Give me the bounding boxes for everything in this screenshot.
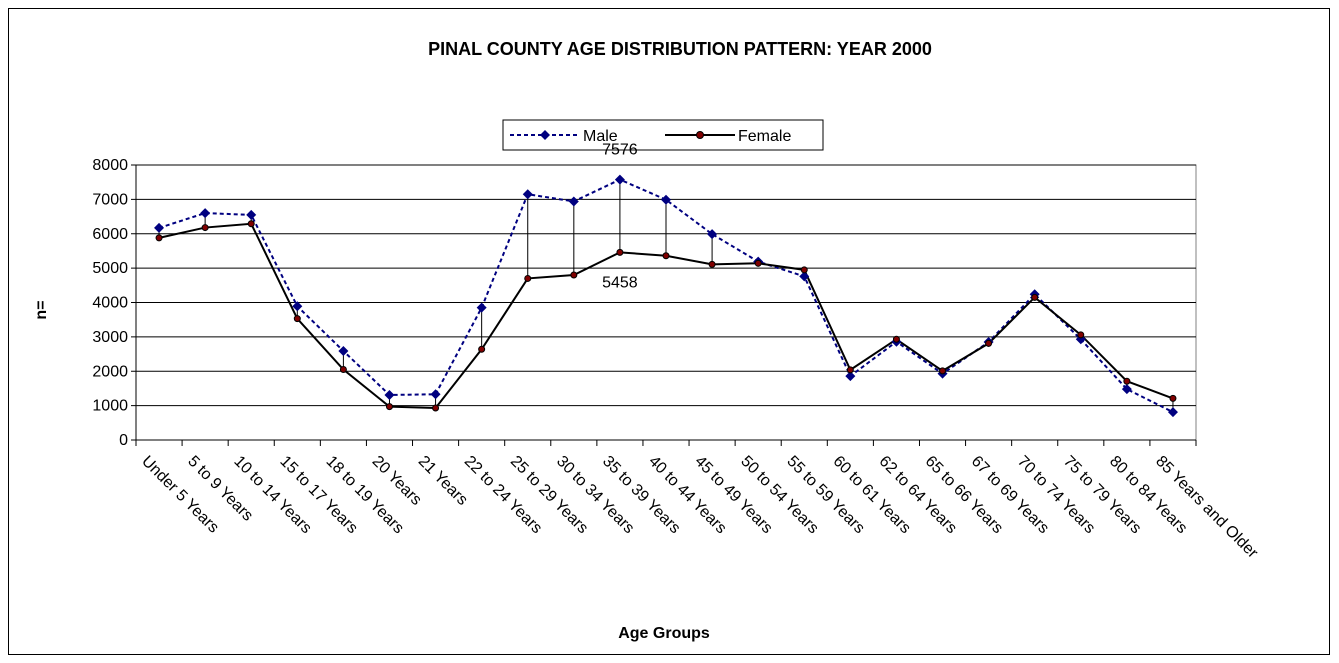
- female-data-point: [432, 404, 440, 412]
- male-series-line: [158, 178, 1174, 414]
- x-tick-label: 21 Years: [415, 453, 471, 509]
- y-tick-label: 8000: [92, 157, 128, 174]
- female-data-point: [1077, 331, 1085, 339]
- female-data-point: [339, 366, 347, 374]
- female-data-point: [155, 234, 163, 242]
- y-tick-label: 6000: [92, 226, 128, 243]
- male-data-point: [568, 196, 579, 207]
- male-data-point: [430, 389, 441, 400]
- male-data-point: [338, 345, 349, 356]
- y-tick-label: 5000: [92, 260, 128, 277]
- legend-female-marker: [696, 131, 704, 139]
- y-axis-title: n=: [33, 300, 50, 319]
- female-data-point: [800, 266, 808, 274]
- female-data-point: [939, 367, 947, 375]
- male-peak-label: 7576: [602, 142, 638, 159]
- chart-title: PINAL COUNTY AGE DISTRIBUTION PATTERN: Y…: [428, 39, 932, 59]
- female-data-point: [385, 403, 393, 411]
- legend-male-label: Male: [583, 128, 618, 145]
- female-data-point: [478, 345, 486, 353]
- male-data-point: [661, 194, 671, 205]
- female-data-point: [247, 220, 255, 228]
- female-data-point: [892, 335, 900, 343]
- male-data-point: [476, 302, 487, 313]
- female-data-point: [1169, 394, 1177, 402]
- y-tick-label: 3000: [92, 329, 128, 346]
- female-data-point: [1031, 293, 1039, 301]
- male-data-point: [1121, 384, 1132, 395]
- female-data-point: [616, 248, 624, 256]
- legend-female-label: Female: [738, 128, 791, 145]
- y-tick-label: 0: [119, 432, 128, 449]
- female-data-point: [201, 224, 209, 232]
- female-peak-label: 5458: [602, 274, 638, 291]
- y-tick-label: 7000: [92, 191, 128, 208]
- male-data-point: [522, 189, 533, 200]
- male-data-point: [614, 174, 625, 185]
- female-data-point: [985, 339, 993, 347]
- male-data-point: [799, 271, 810, 282]
- y-tick-label: 1000: [92, 398, 128, 415]
- female-data-point: [570, 271, 578, 279]
- female-data-point: [662, 252, 670, 260]
- female-data-point: [708, 260, 716, 268]
- female-data-point: [524, 274, 532, 282]
- female-data-point: [754, 259, 762, 267]
- x-axis-title: Age Groups: [618, 625, 710, 642]
- male-data-point: [1167, 407, 1178, 418]
- y-tick-label: 4000: [92, 295, 128, 312]
- female-data-point: [293, 315, 301, 323]
- male-data-point: [292, 301, 303, 312]
- female-data-point: [846, 366, 854, 374]
- male-data-point: [246, 209, 257, 220]
- male-data-point: [154, 222, 165, 233]
- male-data-point: [200, 208, 211, 219]
- legend: Male Female: [502, 119, 824, 151]
- legend-male-marker: [540, 130, 550, 140]
- female-data-point: [1123, 377, 1131, 385]
- male-data-point: [384, 389, 395, 400]
- male-data-point: [845, 371, 856, 382]
- y-tick-label: 2000: [92, 363, 128, 380]
- male-data-point: [707, 229, 718, 240]
